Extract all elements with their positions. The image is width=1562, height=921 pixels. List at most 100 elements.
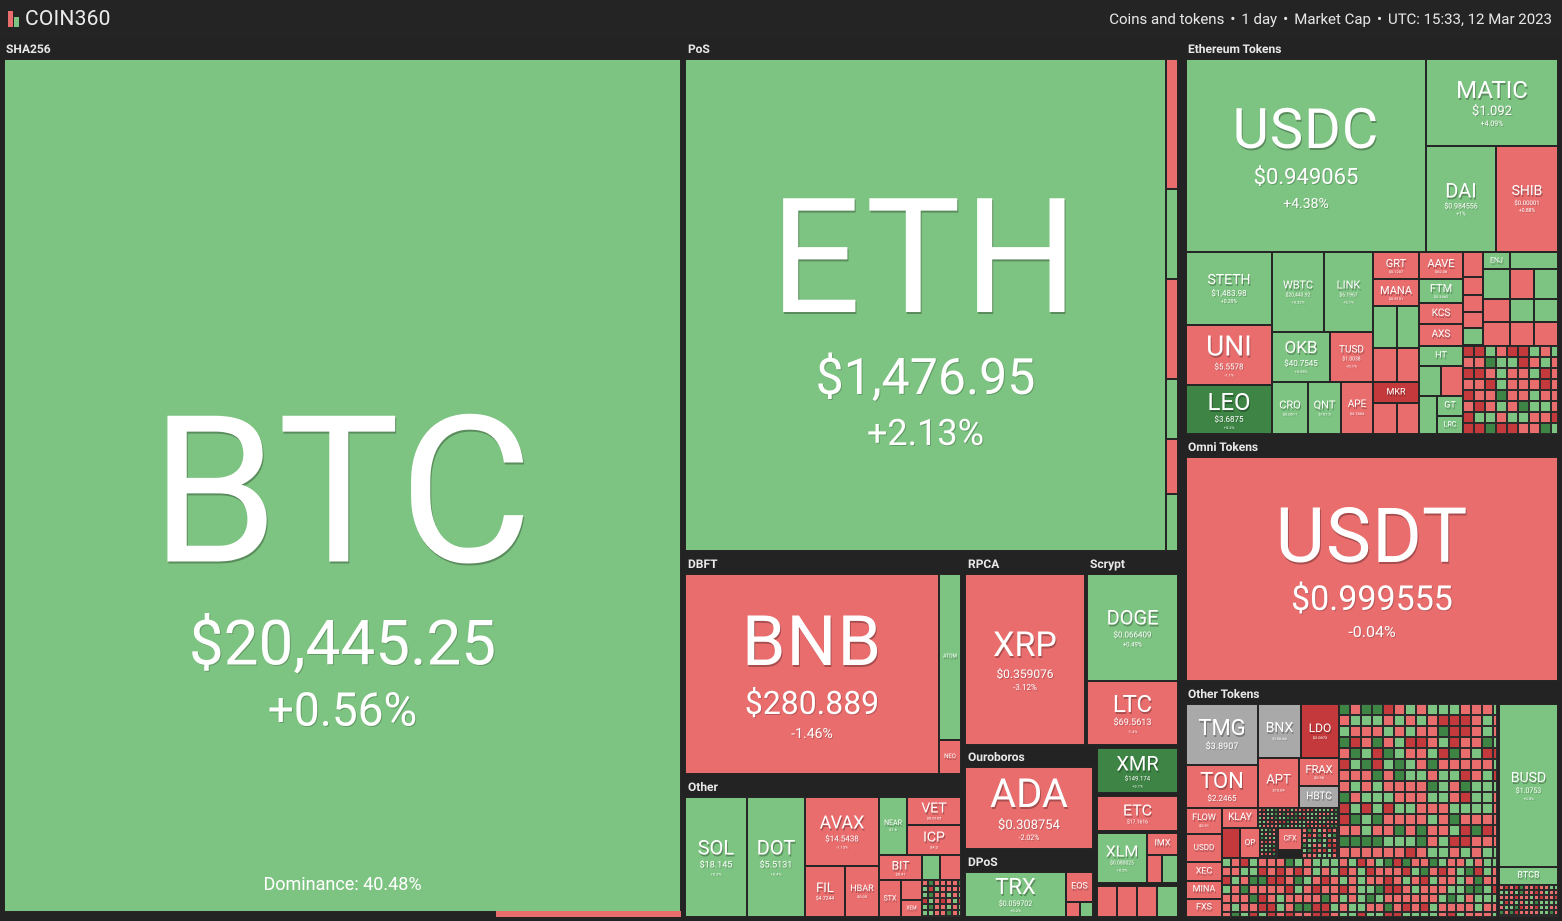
small-coin-tile[interactable] <box>1529 346 1540 357</box>
small-coin-tile[interactable] <box>1267 912 1276 917</box>
small-coin-tile[interactable] <box>1375 912 1384 917</box>
small-coin-tile[interactable] <box>1326 820 1330 824</box>
small-coin-tile[interactable] <box>1332 848 1337 853</box>
small-coin-tile[interactable] <box>1339 748 1350 759</box>
small-coin-tile[interactable] <box>1270 816 1274 820</box>
tile-small-pos[interactable] <box>1166 189 1178 279</box>
small-coin-tile[interactable] <box>1405 847 1416 858</box>
tile-flow[interactable]: FLOW $0.91 <box>1186 808 1222 834</box>
small-coin-tile[interactable] <box>1549 915 1554 917</box>
small-coin-tile[interactable] <box>1504 885 1509 890</box>
small-coin-tile[interactable] <box>1330 903 1339 912</box>
small-coin-tile[interactable] <box>1485 368 1496 379</box>
small-coin-tile[interactable] <box>1327 848 1332 853</box>
tile-near[interactable]: NEAR $1.6 <box>879 797 907 855</box>
tile-ton[interactable]: TON $2.2465 <box>1186 765 1258 808</box>
small-coin-tile[interactable] <box>1272 844 1276 848</box>
small-coin-tile[interactable] <box>1551 423 1558 434</box>
small-coin-tile[interactable] <box>1290 812 1294 816</box>
small-coin-tile[interactable] <box>1337 853 1339 858</box>
small-coin-tile[interactable] <box>1276 876 1285 885</box>
small-coin-tile[interactable] <box>1285 876 1294 885</box>
small-coin-tile[interactable] <box>1518 412 1529 423</box>
small-coin-tile[interactable] <box>1339 876 1348 885</box>
small-coin-tile[interactable] <box>1240 894 1249 903</box>
small-coin-tile[interactable] <box>1267 876 1276 885</box>
small-coin-tile[interactable] <box>1554 890 1558 895</box>
small-coin-tile[interactable] <box>1294 912 1303 917</box>
small-coin-tile[interactable] <box>1411 894 1420 903</box>
other-tokens-small-mosaic[interactable] <box>1222 858 1497 917</box>
small-coin-tile[interactable] <box>1312 858 1321 867</box>
small-coin-tile[interactable] <box>1322 824 1326 828</box>
tile-small-eth[interactable] <box>1483 299 1510 322</box>
small-coin-tile[interactable] <box>1270 820 1274 824</box>
small-coin-tile[interactable] <box>1493 759 1497 770</box>
small-coin-tile[interactable] <box>1539 900 1544 905</box>
small-coin-tile[interactable] <box>1266 820 1270 824</box>
small-coin-tile[interactable] <box>1499 885 1504 890</box>
small-coin-tile[interactable] <box>1427 737 1438 748</box>
small-coin-tile[interactable] <box>1529 885 1534 890</box>
small-coin-tile[interactable] <box>1249 903 1258 912</box>
small-coin-tile[interactable] <box>1276 836 1278 840</box>
small-coin-tile[interactable] <box>1361 704 1372 715</box>
small-coin-tile[interactable] <box>1540 401 1551 412</box>
small-coin-tile[interactable] <box>1499 890 1504 895</box>
tile-small-dpos[interactable] <box>1080 902 1093 917</box>
small-coin-tile[interactable] <box>1507 412 1518 423</box>
small-coin-tile[interactable] <box>1507 357 1518 368</box>
small-coin-tile[interactable] <box>1310 816 1314 820</box>
small-coin-tile[interactable] <box>1474 876 1483 885</box>
tile-doge[interactable]: DOGE $0.066409 +0.49% <box>1087 574 1178 681</box>
small-coin-tile[interactable] <box>1493 748 1497 759</box>
small-coin-tile[interactable] <box>1504 915 1509 917</box>
small-coin-tile[interactable] <box>1420 903 1429 912</box>
tile-trx[interactable]: TRX $0.059702 +0.2% <box>965 872 1066 917</box>
tile-small-eth[interactable] <box>1373 403 1397 434</box>
small-coin-tile[interactable] <box>1463 379 1474 390</box>
small-coin-tile[interactable] <box>1405 704 1416 715</box>
small-coin-tile[interactable] <box>946 880 952 886</box>
small-coin-tile[interactable] <box>1438 858 1447 867</box>
small-coin-tile[interactable] <box>1384 858 1393 867</box>
small-coin-tile[interactable] <box>1402 903 1411 912</box>
small-coin-tile[interactable] <box>1405 803 1416 814</box>
small-coin-tile[interactable] <box>1322 820 1326 824</box>
small-coin-tile[interactable] <box>1372 748 1383 759</box>
small-coin-tile[interactable] <box>1240 885 1249 894</box>
small-coin-tile[interactable] <box>1427 748 1438 759</box>
small-coin-tile[interactable] <box>1240 876 1249 885</box>
small-coin-tile[interactable] <box>1298 816 1302 820</box>
small-coin-tile[interactable] <box>1350 781 1361 792</box>
small-coin-tile[interactable] <box>940 904 946 910</box>
small-coin-tile[interactable] <box>1272 856 1276 858</box>
small-coin-tile[interactable] <box>1471 726 1482 737</box>
small-coin-tile[interactable] <box>1310 808 1314 812</box>
small-coin-tile[interactable] <box>1474 379 1485 390</box>
small-coin-tile[interactable] <box>1416 792 1427 803</box>
small-coin-tile[interactable] <box>1471 759 1482 770</box>
small-coin-tile[interactable] <box>922 898 928 904</box>
small-coin-tile[interactable] <box>928 910 934 916</box>
small-coin-tile[interactable] <box>1302 833 1307 838</box>
small-coin-tile[interactable] <box>1438 903 1447 912</box>
small-coin-tile[interactable] <box>1266 808 1270 812</box>
small-coin-tile[interactable] <box>1463 412 1474 423</box>
small-coin-tile[interactable] <box>1322 808 1326 812</box>
small-coin-tile[interactable] <box>1312 867 1321 876</box>
small-coin-tile[interactable] <box>1231 894 1240 903</box>
small-coin-tile[interactable] <box>1361 748 1372 759</box>
small-coin-tile[interactable] <box>1509 910 1514 915</box>
small-coin-tile[interactable] <box>1438 814 1449 825</box>
small-coin-tile[interactable] <box>1330 812 1334 816</box>
small-coin-tile[interactable] <box>1338 808 1339 812</box>
small-coin-tile[interactable] <box>1507 401 1518 412</box>
small-coin-tile[interactable] <box>1327 833 1332 838</box>
tile-bnx[interactable]: BNX $100.66 <box>1258 704 1301 758</box>
small-coin-tile[interactable] <box>1322 812 1326 816</box>
small-coin-tile[interactable] <box>1524 910 1529 915</box>
small-coin-tile[interactable] <box>1460 704 1471 715</box>
small-coin-tile[interactable] <box>1348 912 1357 917</box>
small-coin-tile[interactable] <box>1330 858 1339 867</box>
